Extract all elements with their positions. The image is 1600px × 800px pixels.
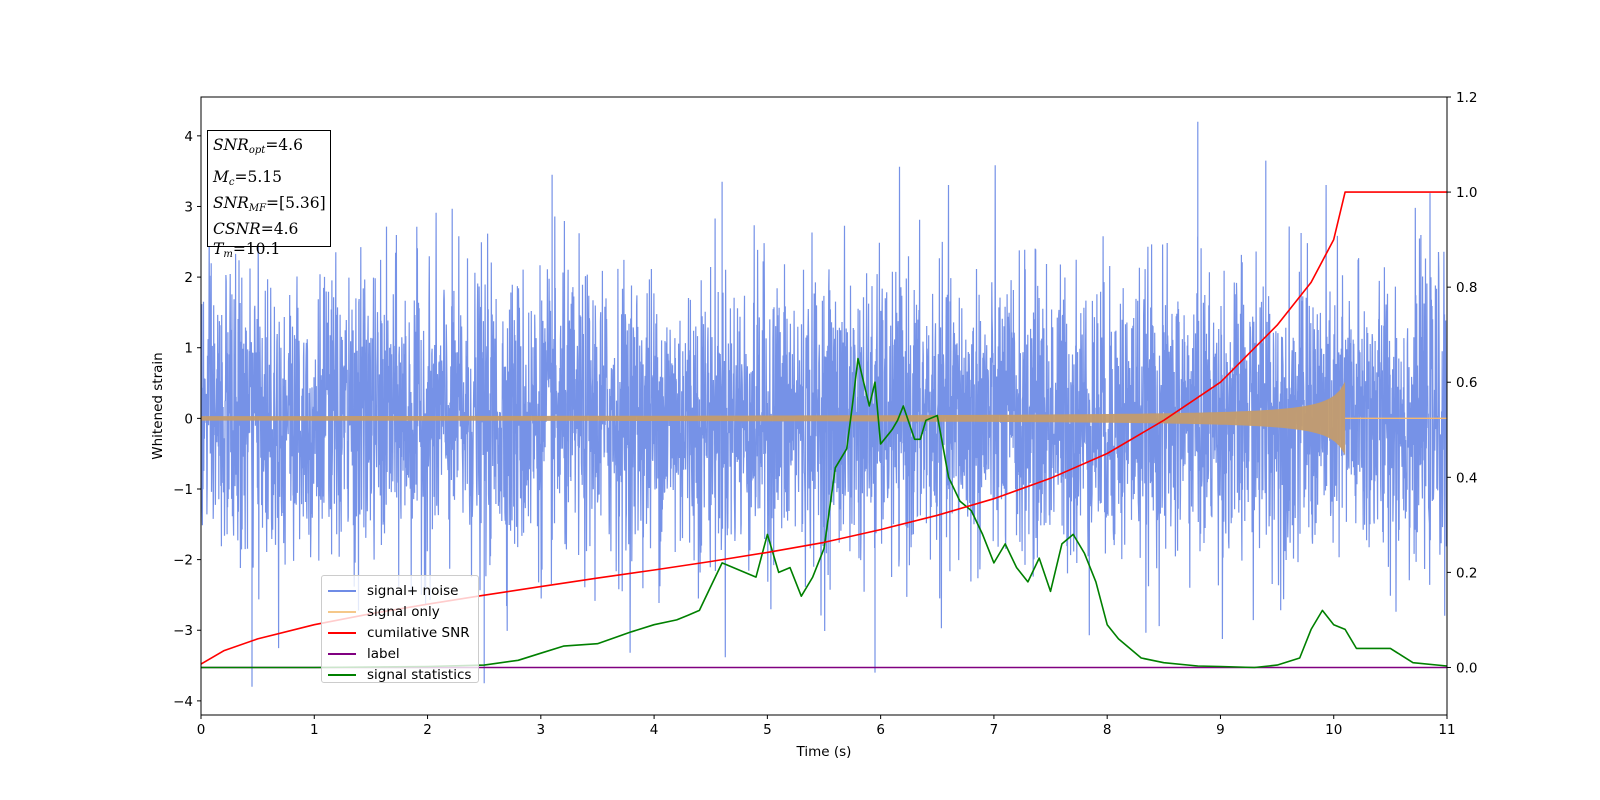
x-tick-label: 7 — [990, 722, 999, 738]
y-left-tick-label: −3 — [173, 623, 193, 639]
legend: signal+ noise signal only cumilative SNR… — [321, 575, 479, 683]
legend-item: signal only — [328, 601, 478, 622]
legend-item: signal+ noise — [328, 580, 478, 601]
x-tick-label: 3 — [537, 722, 546, 738]
snr-info-box: SNRopt=4.6 Mc=5.15 SNRMF=[5.36] CSNR=4.6… — [207, 130, 331, 260]
x-tick-label: 0 — [197, 722, 206, 738]
signal-plus-noise-series — [201, 121, 1447, 687]
y-left-tick-label: 3 — [184, 199, 193, 215]
y-left-tick-label: 1 — [184, 341, 193, 357]
y-right-tick-label: 0.8 — [1456, 280, 1477, 296]
y-left-tick-label: 2 — [184, 270, 193, 286]
legend-swatch — [328, 673, 356, 676]
y-left-tick-label: 0 — [184, 411, 193, 427]
y-axis-label: Whitened strain — [150, 352, 166, 459]
mc-row: Mc=5.15 — [213, 168, 282, 188]
x-tick-label: 9 — [1216, 722, 1225, 738]
legend-item: signal statistics — [328, 664, 478, 685]
x-tick-label: 6 — [876, 722, 885, 738]
snr-opt-row: SNRopt=4.6 — [213, 136, 303, 156]
y-left-tick-label: −2 — [173, 553, 193, 569]
legend-item: label — [328, 643, 478, 664]
y-left-tick-label: 4 — [184, 129, 193, 145]
legend-swatch — [328, 652, 356, 655]
plot-frame — [200, 96, 1448, 716]
signal-envelope — [201, 381, 1346, 456]
tm-row: Tm=10.1 — [213, 240, 281, 260]
y-right-tick-label: 0.4 — [1456, 470, 1477, 486]
noise-line — [201, 121, 1447, 687]
y-right-tick-label: 0.2 — [1456, 565, 1477, 581]
x-tick-label: 11 — [1438, 722, 1455, 738]
x-tick-label: 10 — [1325, 722, 1342, 738]
y-right-tick-label: 0.6 — [1456, 375, 1477, 391]
x-tick-label: 5 — [763, 722, 772, 738]
y-left-tick-label: −4 — [173, 694, 193, 710]
x-axis: 0 1 2 3 4 5 6 7 8 9 10 11 — [197, 715, 1456, 738]
csnr-row: CSNR=4.6 — [213, 220, 299, 238]
x-tick-label: 8 — [1103, 722, 1112, 738]
signal-only-series — [201, 381, 1447, 456]
y-right-tick-label: 1.2 — [1456, 90, 1477, 106]
y-right-tick-label: 1.0 — [1456, 185, 1477, 201]
x-tick-label: 1 — [310, 722, 319, 738]
legend-swatch — [328, 631, 356, 634]
x-tick-label: 4 — [650, 722, 659, 738]
legend-swatch — [328, 610, 356, 613]
snr-mf-row: SNRMF=[5.36] — [213, 194, 326, 214]
y-axis-right: 0.0 0.2 0.4 0.6 0.8 1.0 1.2 — [1447, 90, 1477, 676]
y-axis-left: −4 −3 −2 −1 0 1 2 3 4 — [173, 129, 201, 710]
legend-item: cumilative SNR — [328, 622, 478, 643]
legend-swatch — [328, 589, 356, 592]
y-right-tick-label: 0.0 — [1456, 660, 1477, 676]
x-tick-label: 2 — [423, 722, 432, 738]
y-left-tick-label: −1 — [173, 482, 193, 498]
signal-statistics-line — [201, 357, 1447, 669]
x-axis-label: Time (s) — [796, 744, 852, 760]
